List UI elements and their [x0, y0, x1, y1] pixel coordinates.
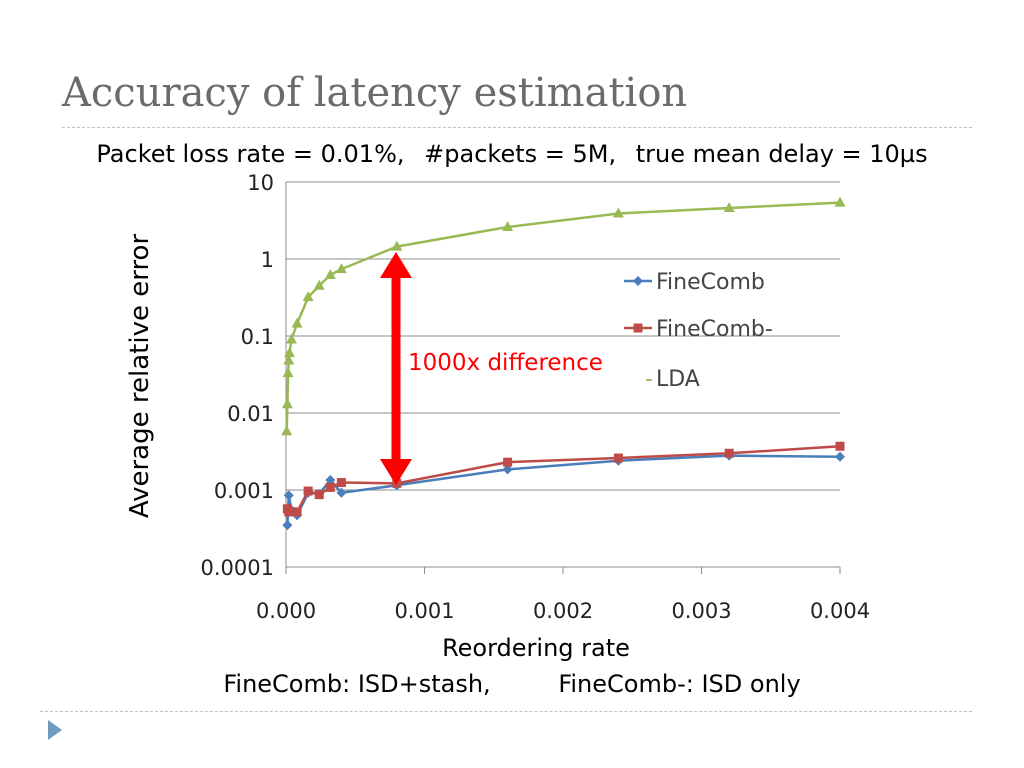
data-point [281, 398, 293, 409]
y-tick-label: 0.01 [227, 402, 274, 426]
param-mean-delay: true mean delay = 10µs [635, 140, 928, 168]
y-axis-label: Average relative error [125, 234, 155, 519]
data-point [283, 354, 295, 365]
legend-label-finecomb: FineComb [656, 270, 765, 295]
data-point [287, 507, 297, 517]
series-line-2 [285, 201, 841, 432]
data-point [286, 333, 298, 344]
data-point [336, 478, 346, 488]
annotation-label: 1000x difference [408, 350, 603, 376]
footnote-finecomb: FineComb: ISD+stash, [223, 670, 491, 698]
data-point [502, 464, 513, 475]
data-point [325, 482, 335, 492]
footer-divider [40, 711, 972, 712]
data-point [325, 474, 336, 485]
param-packets: #packets = 5M, [424, 140, 617, 168]
data-point [335, 263, 347, 274]
data-point [282, 520, 293, 531]
x-tick-label: 0.003 [671, 599, 731, 623]
title-divider [62, 127, 972, 128]
data-point [282, 367, 294, 378]
data-point [314, 490, 324, 500]
footnote: FineComb: ISD+stash, FineComb-: ISD only [0, 670, 1024, 698]
legend-label-lda: LDA [656, 367, 700, 392]
y-tick-label: 0.001 [214, 479, 274, 503]
data-point [283, 490, 294, 501]
data-point [283, 347, 295, 358]
data-point [835, 451, 845, 462]
y-tick-label: 10 [247, 171, 274, 195]
data-point [303, 486, 313, 496]
data-point [313, 279, 325, 290]
data-point [723, 201, 735, 212]
x-axis-label: Reordering rate [442, 634, 630, 662]
x-tick-label: 0.004 [810, 599, 870, 623]
data-point [834, 196, 846, 207]
data-point [391, 240, 403, 251]
param-loss-rate: Packet loss rate = 0.01%, [96, 140, 405, 168]
legend-marker-lda: - [645, 367, 653, 392]
data-point [612, 207, 624, 218]
y-tick-label: 1 [261, 248, 274, 272]
experiment-parameters: Packet loss rate = 0.01%, #packets = 5M,… [0, 140, 1024, 168]
annotation-background [404, 342, 636, 378]
annotation-arrow-head-down [380, 459, 412, 485]
x-tick-label: 0.001 [394, 599, 454, 623]
y-tick-label: 0.0001 [201, 556, 274, 580]
data-point [324, 268, 336, 279]
data-point [336, 487, 347, 498]
data-point [292, 507, 302, 517]
triangle-right-icon[interactable] [48, 720, 62, 740]
legend-marker-finecomb [633, 276, 643, 286]
data-point [835, 441, 845, 451]
legend-label-finecomb-minus: FineComb- [656, 317, 773, 342]
data-point [613, 453, 623, 463]
data-point [302, 291, 314, 302]
data-point [724, 448, 734, 458]
annotation-arrow-head-up [380, 252, 412, 278]
x-tick-label: 0.000 [256, 599, 316, 623]
slide-title: Accuracy of latency estimation [62, 70, 688, 116]
x-tick-label: 0.002 [533, 599, 593, 623]
data-point [291, 317, 303, 328]
data-point [281, 425, 293, 436]
legend-marker-finecomb-minus [633, 323, 643, 333]
y-tick-label: 0.1 [241, 325, 274, 349]
data-point [502, 221, 514, 232]
footnote-finecomb-minus: FineComb-: ISD only [558, 670, 801, 698]
data-point [503, 457, 513, 467]
